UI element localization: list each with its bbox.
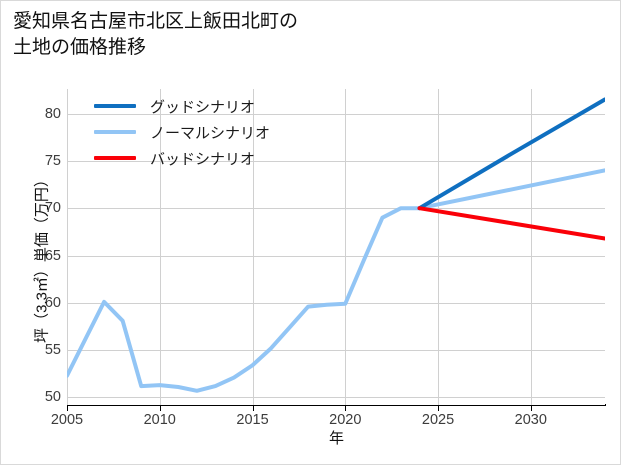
x-tick-label: 2020 [329,412,362,428]
gridline-horizontal [67,161,605,162]
gridline-vertical [67,89,68,405]
legend: グッドシナリオ ノーマルシナリオ バッドシナリオ [94,93,270,171]
gridline-vertical [438,89,439,405]
x-tick-mark [438,406,439,411]
y-axis-label: 坪（3.3㎡）単価（万円） [33,172,51,343]
x-tick-mark [531,406,532,411]
x-tick-mark [253,406,254,411]
plot-background [67,89,605,405]
page-title: 愛知県名古屋市北区上飯田北町の 土地の価格推移 [13,11,299,58]
gridline-horizontal [67,256,605,257]
legend-item[interactable]: ノーマルシナリオ [94,119,270,145]
y-tick-label: 70 [44,200,61,217]
gridline-horizontal [67,397,605,398]
x-tick-mark [345,406,346,411]
gridline-horizontal [67,208,605,209]
x-tick-mark [160,406,161,411]
gridline-vertical [345,89,346,405]
x-tick-mark [67,406,68,411]
legend-color-swatch [94,156,136,160]
y-tick-label: 80 [44,105,61,122]
gridline-vertical [531,89,532,405]
x-axis-line [67,404,606,406]
y-tick-label: 65 [44,247,61,264]
series-line [417,206,605,241]
x-tick-label: 2010 [143,412,176,428]
x-tick-label: 2015 [236,412,269,428]
x-axis-label: 年 [328,430,344,447]
legend-item-label: ノーマルシナリオ [150,124,271,142]
x-tick-label: 2005 [50,412,84,428]
x-tick-label: 2030 [514,412,547,428]
gridline-horizontal [67,350,605,351]
y-tick-label: 60 [44,294,61,311]
gridline-vertical [160,89,161,405]
y-tick-labels: 50 55 60 65 70 75 80 [33,89,61,406]
y-tick-label: 75 [44,152,61,169]
series-line [417,97,605,211]
x-tick-label: 2025 [421,412,455,428]
legend-item[interactable]: バッドシナリオ [94,145,270,171]
series-line [67,168,605,393]
y-tick-label: 50 [44,389,61,406]
x-tick-labels: 2005 2010 2015 2020 2025 2030 [51,406,606,430]
gridline-vertical [253,89,254,405]
legend-color-swatch [94,104,136,108]
legend-color-swatch [94,130,136,134]
legend-item-label: グッドシナリオ [150,98,256,116]
legend-item-label: バッドシナリオ [150,150,256,168]
gridline-horizontal [67,114,605,115]
legend-item[interactable]: グッドシナリオ [94,93,270,119]
series-lines [67,97,605,393]
y-tick-label: 55 [44,342,61,359]
x-tick-marks [67,406,606,412]
plot-area [67,89,605,405]
